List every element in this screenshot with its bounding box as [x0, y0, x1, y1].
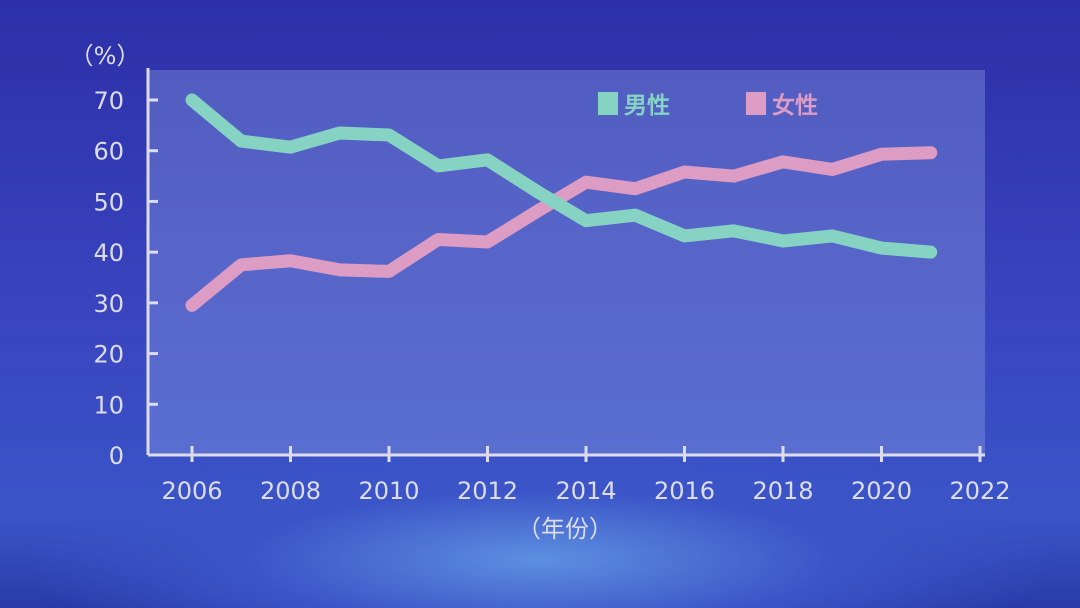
- x-tick-label: 2020: [851, 477, 912, 505]
- y-tick-label: 30: [93, 290, 124, 318]
- y-tick-label: 40: [93, 239, 124, 267]
- y-tick-label: 20: [93, 341, 124, 369]
- x-tick-label: 2010: [358, 477, 419, 505]
- x-tick-label: 2014: [555, 477, 616, 505]
- x-tick-label: 2018: [752, 477, 813, 505]
- y-tick-label: 10: [93, 391, 124, 419]
- x-tick-label: 2022: [949, 477, 1010, 505]
- y-tick-label: 50: [93, 188, 124, 216]
- y-axis-label: （%）: [70, 42, 141, 70]
- series-line-1: [185, 146, 938, 312]
- y-tick-label: 60: [93, 138, 124, 166]
- x-axis-label: （年份）: [517, 515, 613, 543]
- legend-label: 女性: [772, 92, 818, 119]
- legend-label: 男性: [624, 93, 670, 119]
- legend-swatch: [598, 92, 618, 115]
- x-tick-label: 2012: [457, 477, 518, 505]
- x-tick-label: 2006: [161, 477, 222, 505]
- series-line-0: [185, 93, 938, 259]
- y-tick-label: 0: [109, 442, 124, 470]
- x-tick-label: 2016: [654, 477, 715, 505]
- x-tick-label: 2008: [260, 477, 321, 505]
- y-tick-label: 70: [93, 87, 124, 115]
- legend-swatch: [746, 92, 766, 115]
